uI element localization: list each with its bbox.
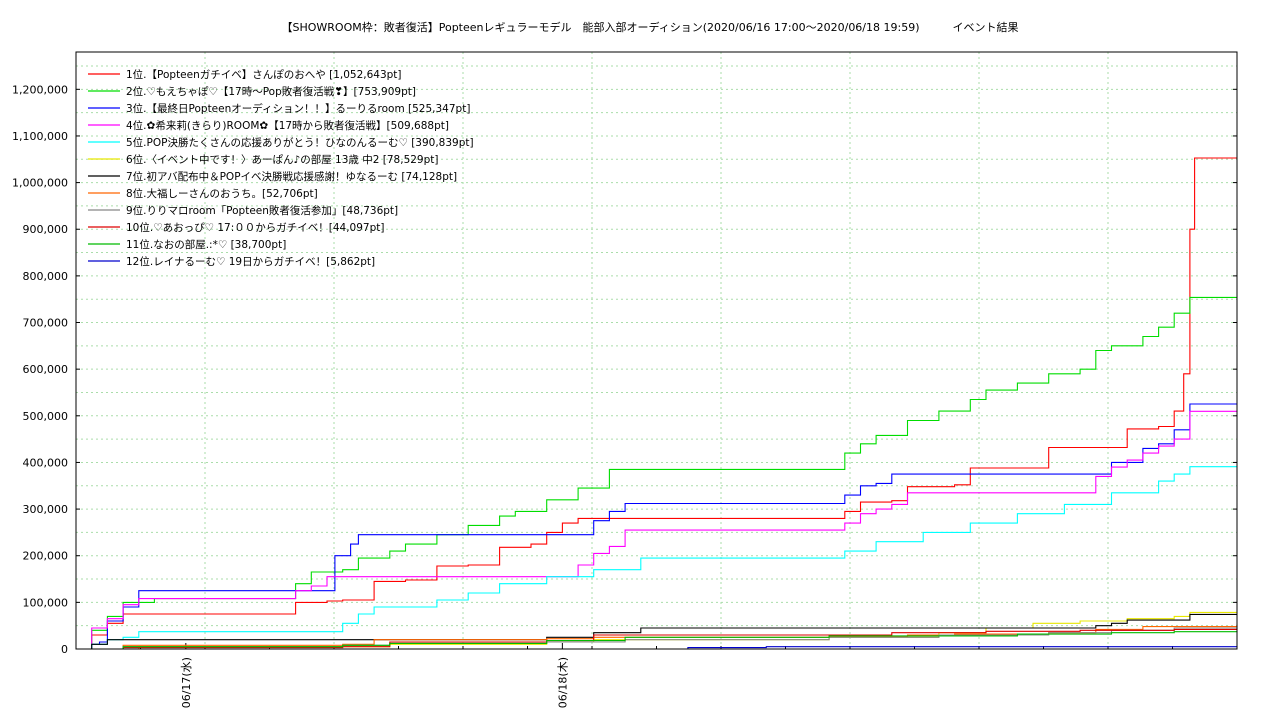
x-tick-label: 06/17(水) (180, 657, 193, 708)
series-line (76, 466, 1237, 650)
series-line (76, 403, 1237, 650)
series-line (76, 410, 1237, 650)
legend-entry: 10位.♡あおっぴ♡ 17:００からガチイベ！[44,097pt] (126, 221, 384, 234)
chart-title: 【SHOWROOM枠：敗者復活】Popteenレギュラーモデル 能部入部オーディ… (281, 21, 1019, 34)
y-tick-label: 500,000 (23, 410, 69, 423)
legend-entry: 5位.POP決勝たくさんの応援ありがとう！ひなのんるーむ♡ [390,839pt… (126, 136, 474, 149)
series-line (76, 613, 1237, 650)
legend-entry: 7位.初アバ配布中＆POPイベ決勝戦応援感謝！ゆなるーむ [74,128pt] (126, 170, 457, 183)
legend-entry: 3位.【最終日Popteenオーディション！！】るーりるroom [525,34… (126, 102, 470, 115)
legend-entry: 8位.大福しーさんのおうち。[52,706pt] (126, 187, 318, 200)
y-tick-label: 1,100,000 (12, 130, 68, 143)
y-tick-label: 1,200,000 (12, 83, 68, 96)
y-tick-label: 200,000 (23, 550, 69, 563)
y-tick-label: 300,000 (23, 503, 69, 516)
legend-entry: 2位.♡もえちゃぽ♡【17時〜Pop敗者復活戦❣】[753,909pt] (126, 85, 416, 98)
y-tick-label: 1,000,000 (12, 177, 68, 190)
legend-entry: 4位.✿希来莉(きらり)ROOM✿【17時から敗者復活戦】[509,688pt] (126, 119, 449, 132)
series-line (76, 157, 1237, 650)
legend-entry: 9位.りりマロroom「Popteen敗者復活参加」[48,736pt] (126, 204, 398, 217)
x-tick-label: 06/18(木) (556, 657, 569, 708)
plot-frame (75, 51, 1238, 650)
series-line (76, 631, 1238, 650)
legend-entry: 6位.〈イベント中です！〉あーぱん♪の部屋 13歳 中2 [78,529pt] (126, 153, 439, 166)
y-tick-label: 700,000 (23, 317, 69, 330)
legend-entry: 12位.レイナるーむ♡ 19日からガチイベ！[5,862pt] (126, 255, 375, 268)
legend-entry: 1位.【Popteenガチイベ】さんぽのおへや [1,052,643pt] (126, 68, 402, 81)
y-tick-label: 800,000 (23, 270, 69, 283)
y-tick-label: 600,000 (23, 363, 69, 376)
series-line (76, 611, 1237, 650)
legend-entry: 11位.なおの部屋.:*♡ [38,700pt] (126, 238, 286, 251)
series-line (76, 296, 1237, 650)
y-tick-label: 100,000 (23, 596, 69, 609)
y-tick-label: 0 (61, 643, 68, 656)
y-tick-label: 400,000 (23, 456, 69, 469)
y-tick-label: 900,000 (23, 223, 69, 236)
